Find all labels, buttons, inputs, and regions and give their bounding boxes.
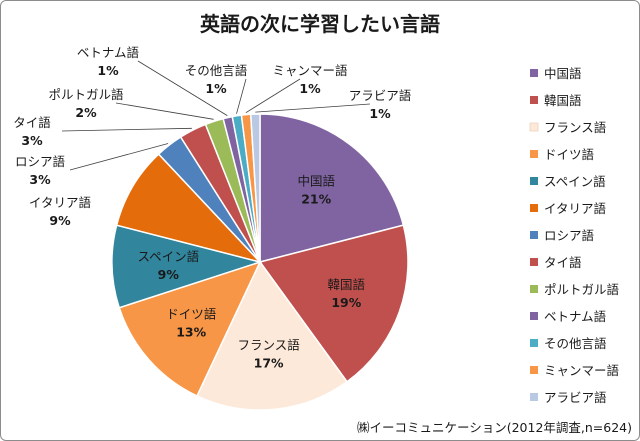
pie-slices <box>111 113 409 411</box>
chart-title: 英語の次に学習したい言語 <box>200 12 440 36</box>
slice-label-name: ロシア語 <box>15 154 66 169</box>
slice-label-value: 13% <box>176 325 206 340</box>
pie-slice-3 <box>195 260 349 411</box>
leader-line <box>61 127 192 132</box>
source-note: ㈱イーコミュニケーション(2012年調査,n=624) <box>357 420 632 435</box>
legend-entry: 韓国語 <box>544 93 582 108</box>
slice-label-value: 21% <box>301 192 331 207</box>
slice-label-name: スペイン語 <box>137 249 199 264</box>
pie-slice-5 <box>111 224 263 309</box>
legend-entry: ロシア語 <box>544 228 595 243</box>
slice-label-name: フランス語 <box>237 337 300 352</box>
slice-label-name: イタリア語 <box>29 195 92 210</box>
leader-line <box>137 60 228 116</box>
slice-label-name: ミャンマー語 <box>272 63 348 78</box>
slice-label-value: 9% <box>49 213 71 228</box>
slice-label-name: その他言語 <box>185 63 248 78</box>
slice-label-name: アラビア語 <box>349 88 412 103</box>
legend-swatch <box>530 150 538 158</box>
pie-slice-6 <box>115 153 263 264</box>
leader-line <box>115 102 214 120</box>
leader-line <box>236 78 247 114</box>
legend-entry: イタリア語 <box>544 201 607 216</box>
slice-label-value: 19% <box>331 295 361 310</box>
slice-label-value: 3% <box>21 133 43 148</box>
slice-label-value: 1% <box>369 106 391 121</box>
pie-slice-1 <box>259 113 405 263</box>
leader-line <box>69 143 169 171</box>
legend-entry: ベトナム語 <box>544 309 607 324</box>
legend-swatch <box>530 96 538 104</box>
legend-swatch <box>530 204 538 212</box>
legend-swatch <box>530 285 538 293</box>
legend-swatch <box>529 122 539 132</box>
legend: 中国語韓国語フランス語ドイツ語スペイン語イタリア語ロシア語タイ語ポルトガル語ベト… <box>529 66 620 405</box>
slice-label-name: ベトナム語 <box>77 45 140 60</box>
slice-labels: 中国語 21% 韓国語 19% フランス語 17% ドイツ語 13% スペイン語 9% イタリア語 9… <box>13 45 412 370</box>
legend-entry: アラビア語 <box>544 390 607 405</box>
pie-slice-2 <box>258 224 409 383</box>
leader-line <box>255 103 371 113</box>
slice-label-name: 韓国語 <box>328 277 366 292</box>
slice-label-value: 1% <box>299 81 321 96</box>
slice-label-value: 1% <box>205 81 227 96</box>
slice-label-value: 1% <box>97 63 119 78</box>
legend-swatch <box>530 393 538 401</box>
slice-label-name: タイ語 <box>13 115 51 130</box>
legend-swatch <box>530 231 538 239</box>
legend-entry: スペイン語 <box>544 174 606 189</box>
legend-swatch <box>530 339 538 347</box>
legend-swatch <box>530 177 538 185</box>
leader-lines <box>61 60 371 171</box>
pie-slice-4 <box>118 260 262 397</box>
slice-label-value: 9% <box>158 267 180 282</box>
legend-swatch <box>530 69 538 77</box>
legend-entry: ドイツ語 <box>544 147 595 162</box>
legend-swatch <box>530 258 538 266</box>
slice-label-value: 17% <box>254 355 284 370</box>
legend-swatch <box>530 366 538 374</box>
slice-label-name: ポルトガル語 <box>48 87 124 102</box>
legend-entry: タイ語 <box>544 255 582 270</box>
leader-line <box>245 78 301 114</box>
slice-label-value: 2% <box>75 105 97 120</box>
legend-entry: フランス語 <box>544 120 607 135</box>
slice-label-name: 中国語 <box>297 174 335 189</box>
legend-entry: 中国語 <box>544 66 582 81</box>
slice-label-value: 3% <box>29 172 51 187</box>
pie-slice-13 <box>249 113 261 263</box>
legend-entry: その他言語 <box>544 336 607 351</box>
legend-swatch <box>530 312 538 320</box>
legend-entry: ポルトガル語 <box>544 282 620 297</box>
slice-label-name: ドイツ語 <box>166 307 217 322</box>
legend-entry: ミャンマー語 <box>544 363 620 378</box>
